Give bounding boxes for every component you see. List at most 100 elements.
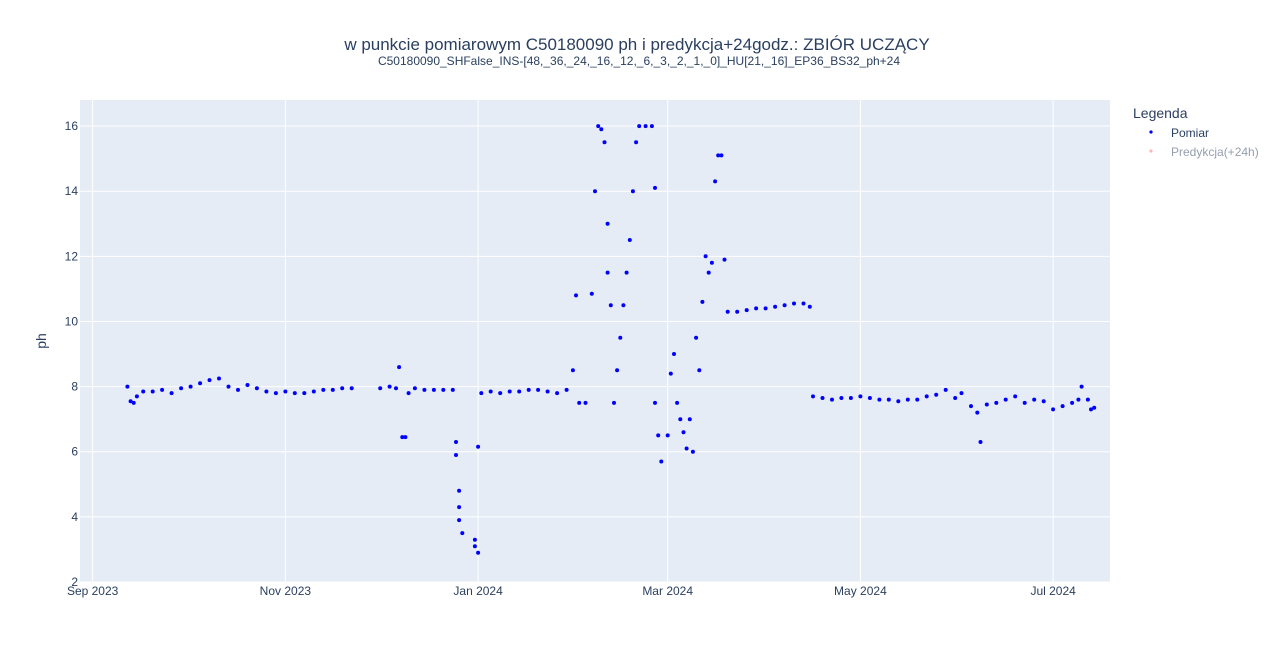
data-point <box>722 257 727 262</box>
data-point <box>498 391 503 396</box>
data-point <box>744 308 749 313</box>
data-point <box>397 365 402 370</box>
data-point <box>659 459 664 464</box>
data-point <box>583 400 588 405</box>
data-point <box>811 394 815 399</box>
data-point <box>254 386 259 391</box>
data-point <box>725 309 730 314</box>
data-point <box>378 386 383 391</box>
data-point <box>188 384 193 389</box>
data-point <box>460 531 465 536</box>
data-point <box>649 124 654 129</box>
plot-background <box>80 100 1110 582</box>
y-tick-label: 12 <box>65 249 79 263</box>
data-point <box>283 389 288 394</box>
data-point <box>403 435 408 440</box>
data-point <box>387 384 392 389</box>
data-point <box>574 293 578 298</box>
data-point <box>431 387 436 392</box>
legend-marker-predykcja <box>1149 149 1153 153</box>
chart-title: w punkcie pomiarowym C50180090 ph i pred… <box>343 35 929 54</box>
data-point <box>700 299 705 304</box>
x-tick-label: Nov 2023 <box>260 584 312 598</box>
data-point <box>943 387 948 392</box>
data-point <box>713 179 718 184</box>
data-point <box>1013 394 1018 399</box>
y-tick-label: 6 <box>71 445 78 459</box>
data-point <box>1003 397 1008 402</box>
data-point <box>665 433 670 438</box>
data-point <box>867 396 872 400</box>
data-point <box>179 386 184 391</box>
data-point <box>839 396 844 400</box>
data-point <box>1079 384 1084 389</box>
legend-item-predykcja[interactable]: Predykcja(+24h) <box>1149 145 1259 159</box>
data-point <box>687 417 692 422</box>
y-tick-label: 8 <box>71 380 78 394</box>
data-point <box>994 400 999 405</box>
data-point <box>141 389 146 394</box>
data-point <box>394 386 398 391</box>
data-point <box>457 518 462 523</box>
data-point <box>536 387 541 392</box>
data-point <box>349 386 354 391</box>
data-point <box>615 368 620 373</box>
legend-item-pomiar[interactable]: Pomiar <box>1149 126 1209 140</box>
data-point <box>128 399 133 404</box>
data-point <box>630 189 635 194</box>
data-point <box>226 384 231 389</box>
data-point <box>1022 400 1027 405</box>
data-point <box>217 376 221 381</box>
x-tick-label: Jan 2024 <box>453 584 503 598</box>
data-point <box>719 153 724 158</box>
data-point <box>207 378 212 383</box>
data-point <box>406 391 411 396</box>
data-point <box>690 449 695 454</box>
data-point <box>782 303 787 308</box>
data-point <box>479 391 484 396</box>
data-point <box>678 417 683 422</box>
x-tick-label: Sep 2023 <box>67 584 119 598</box>
data-point <box>596 124 601 129</box>
data-point <box>709 260 714 265</box>
data-point <box>905 397 910 402</box>
data-point <box>694 335 699 340</box>
data-point <box>526 387 531 392</box>
data-point <box>1032 397 1037 402</box>
data-point <box>608 303 613 308</box>
data-point <box>400 435 405 440</box>
data-point <box>555 391 560 396</box>
data-point <box>953 396 958 400</box>
data-point <box>668 371 673 376</box>
data-point <box>858 394 863 399</box>
data-point <box>681 430 686 435</box>
data-point <box>643 124 648 129</box>
data-point <box>624 270 629 275</box>
data-point <box>915 397 920 402</box>
y-tick-label: 2 <box>71 575 78 589</box>
data-point <box>1051 407 1056 412</box>
data-point <box>605 270 610 275</box>
data-point <box>627 238 632 242</box>
legend-label-pomiar: Pomiar <box>1171 126 1209 140</box>
data-point <box>896 399 901 404</box>
data-point <box>125 384 130 389</box>
x-tick-labels: Sep 2023 Nov 2023 Jan 2024 Mar 2024 May 2024… <box>67 584 1076 598</box>
data-point <box>1070 400 1075 405</box>
data-point <box>507 389 512 394</box>
data-point <box>454 440 458 444</box>
data-point <box>302 391 307 396</box>
x-tick-label: Jul 2024 <box>1030 584 1076 598</box>
data-point <box>602 140 607 145</box>
data-point <box>1076 397 1081 402</box>
data-point <box>792 301 796 306</box>
data-point <box>450 387 455 392</box>
data-point <box>716 153 721 158</box>
data-point <box>564 387 569 392</box>
data-point <box>264 389 269 394</box>
data-point <box>763 306 768 311</box>
data-point <box>1060 404 1065 409</box>
data-point <box>773 304 778 309</box>
data-point <box>848 396 853 400</box>
